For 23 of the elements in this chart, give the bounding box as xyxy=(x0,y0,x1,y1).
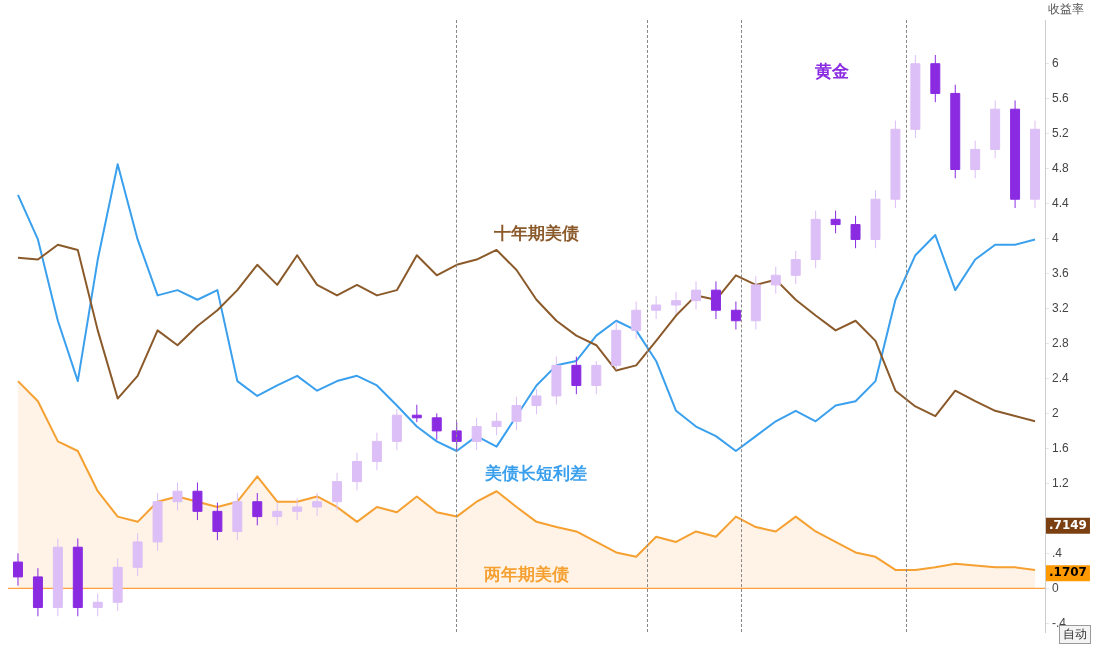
series-label: 美债长短利差 xyxy=(484,463,588,484)
y-tick-label: 3.2 xyxy=(1052,300,1070,315)
series-label: 十年期美债 xyxy=(492,222,579,243)
y-tick-label: 2.8 xyxy=(1052,335,1070,350)
series-label: 两年期美债 xyxy=(483,563,569,584)
annotation: .7149 xyxy=(1049,517,1087,532)
y-axis-title: 收益率 xyxy=(1048,2,1084,17)
y-tick-label: 0 xyxy=(1052,580,1059,595)
y-tick-label: 6 xyxy=(1052,56,1059,71)
y-tick-label: 2 xyxy=(1052,405,1059,420)
y-tick-label: 2.4 xyxy=(1052,370,1070,385)
annotation: .1707 xyxy=(1049,565,1087,580)
y-tick-label: 4.4 xyxy=(1052,195,1070,210)
y-tick-label: 1.6 xyxy=(1052,440,1070,455)
y-tick-label: .4 xyxy=(1052,545,1063,560)
y-tick-label: 4.8 xyxy=(1052,160,1070,175)
y-tick-label: 5.2 xyxy=(1052,125,1070,140)
y-tick-label: 1.2 xyxy=(1052,475,1070,490)
y-tick-label: 3.6 xyxy=(1052,265,1070,280)
y-tick-label: 5.6 xyxy=(1052,91,1070,105)
text: 黄金 xyxy=(813,60,849,81)
y-tick-label: 4 xyxy=(1052,230,1059,245)
text: 自动 xyxy=(1059,625,1091,644)
